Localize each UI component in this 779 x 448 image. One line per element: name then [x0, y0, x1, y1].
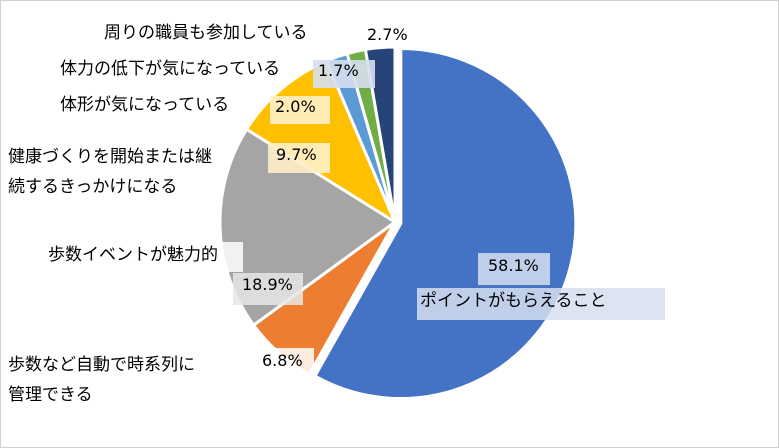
- category-label-bg-3: [45, 242, 243, 272]
- category-label-2-line-2: 管理できる: [8, 385, 93, 405]
- value-label-bg-1: [478, 253, 550, 285]
- value-label-7: 2.7%: [367, 25, 408, 44]
- value-label-bg-2: [256, 348, 314, 376]
- pie-slice-7: [363, 45, 397, 223]
- category-label-7: 周りの職員も参加している: [104, 23, 308, 43]
- category-label-2-line-1: 歩数など自動で時系列に: [8, 355, 195, 375]
- category-label-1: ポイントがもらえること: [420, 291, 607, 311]
- category-label-3: 歩数イベントが魅力的: [48, 245, 218, 265]
- value-label-bg-4: [268, 143, 330, 173]
- value-label-1: 58.1%: [488, 256, 539, 275]
- category-label-bg-1: [417, 288, 665, 320]
- category-label-4-line-1: 健康づくりを開始または継: [8, 147, 212, 167]
- category-label-6: 体力の低下が気になっている: [60, 59, 280, 79]
- value-label-bg-5: [270, 96, 330, 124]
- value-label-4: 9.7%: [276, 145, 317, 164]
- value-label-2: 6.8%: [262, 351, 303, 370]
- category-label-5: 体形が気になっている: [60, 95, 229, 115]
- value-label-5: 2.0%: [275, 97, 316, 116]
- value-label-bg-6: [313, 60, 375, 88]
- value-label-3: 18.9%: [242, 275, 293, 294]
- category-label-4-line-2: 続するきっかけになる: [8, 177, 177, 197]
- value-label-bg-3: [233, 273, 303, 305]
- value-label-6: 1.7%: [318, 61, 359, 80]
